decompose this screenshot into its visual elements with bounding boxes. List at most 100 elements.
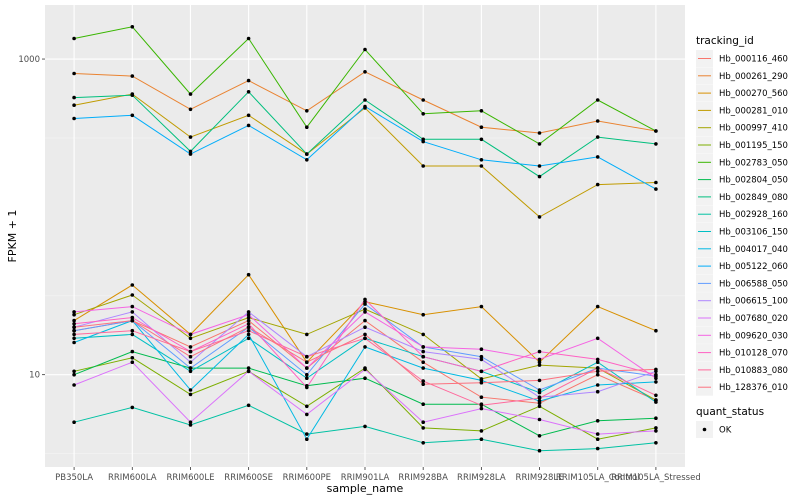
data-point xyxy=(654,328,658,333)
legend: tracking_id Hb_000116_460Hb_000261_290Hb… xyxy=(696,35,788,396)
x-tick-label: RRIM600LA xyxy=(108,473,157,483)
data-point xyxy=(595,135,600,139)
data-point xyxy=(421,312,426,317)
data-point xyxy=(130,93,135,97)
data-point xyxy=(130,332,135,337)
data-point xyxy=(130,74,135,78)
data-point xyxy=(421,360,426,365)
data-point xyxy=(363,310,367,314)
data-point xyxy=(537,388,542,392)
y-axis-title: FPKM + 1 xyxy=(6,210,19,263)
data-point xyxy=(246,332,251,337)
data-point xyxy=(246,369,251,374)
data-point xyxy=(654,426,658,430)
x-tick-label: RRIM600LE xyxy=(166,473,214,483)
data-point xyxy=(595,119,600,123)
legend-label: Hb_002849_080 xyxy=(719,193,788,203)
data-point xyxy=(246,310,251,314)
data-point xyxy=(654,367,658,372)
data-point xyxy=(72,325,76,330)
data-point xyxy=(654,416,658,421)
data-point xyxy=(595,369,600,374)
data-point xyxy=(479,347,484,352)
legend-label: Hb_003106_150 xyxy=(719,228,788,238)
data-point xyxy=(421,349,426,354)
data-point xyxy=(72,95,76,100)
x-tick-label: RRIM928LA xyxy=(457,473,506,483)
data-point xyxy=(421,164,426,168)
data-point xyxy=(305,332,309,337)
x-tick-label: RRIM600PE xyxy=(283,473,331,483)
data-point xyxy=(537,142,542,146)
data-point xyxy=(188,354,193,359)
data-point xyxy=(72,322,76,326)
data-point xyxy=(363,367,367,372)
data-point xyxy=(595,446,600,451)
legend-label: Hb_009620_030 xyxy=(719,331,788,341)
data-point xyxy=(421,379,426,383)
data-point xyxy=(479,406,484,411)
y-tick-label: 1000 xyxy=(18,55,40,65)
data-point xyxy=(537,174,542,179)
data-point xyxy=(537,396,542,400)
data-point xyxy=(421,441,426,445)
data-point xyxy=(130,349,135,354)
data-point xyxy=(246,113,251,118)
data-point xyxy=(188,366,193,370)
data-point xyxy=(363,325,367,330)
data-point xyxy=(479,403,484,408)
data-point xyxy=(246,318,251,323)
x-tick-label: RRIM105LA_Stressed xyxy=(611,473,701,483)
legend-items: Hb_000116_460 Hb_000261_290 Hb_000270_560 H… xyxy=(696,50,788,396)
data-point xyxy=(654,372,658,377)
legend-label: Hb_000997_410 xyxy=(719,124,788,134)
data-point xyxy=(363,336,367,341)
data-point xyxy=(188,152,193,156)
data-point xyxy=(72,420,76,425)
x-tick-label: RRIM105LA_Control xyxy=(556,473,640,483)
data-point xyxy=(595,336,600,341)
legend-label: Hb_000270_560 xyxy=(719,89,788,99)
data-point xyxy=(305,152,309,156)
data-point xyxy=(421,354,426,359)
data-point xyxy=(421,345,426,349)
data-point xyxy=(246,403,251,408)
data-point xyxy=(479,125,484,129)
data-point xyxy=(130,113,135,118)
data-point xyxy=(363,318,367,323)
data-point xyxy=(363,70,367,74)
data-point xyxy=(363,104,367,109)
data-point xyxy=(72,372,76,377)
data-point xyxy=(72,340,76,345)
data-point xyxy=(305,158,309,162)
data-point xyxy=(72,36,76,41)
data-point xyxy=(305,412,309,417)
data-point xyxy=(479,369,484,374)
data-point xyxy=(537,434,542,438)
legend-label: Hb_002783_050 xyxy=(719,158,788,168)
data-point xyxy=(305,360,309,365)
data-point xyxy=(130,318,135,323)
data-point xyxy=(363,424,367,429)
data-point xyxy=(537,378,542,383)
legend-label: Hb_010128_070 xyxy=(719,349,788,359)
data-point xyxy=(188,92,193,96)
legend-label: Hb_000116_460 xyxy=(719,55,788,65)
data-point xyxy=(130,304,135,309)
data-point xyxy=(305,437,309,442)
data-point xyxy=(130,356,135,360)
data-point xyxy=(246,328,251,333)
legend-label: Hb_004017_040 xyxy=(719,245,788,255)
data-point xyxy=(537,215,542,219)
data-point xyxy=(72,103,76,107)
legend-key-point xyxy=(702,427,707,432)
legend-label: Hb_006588_050 xyxy=(719,279,788,289)
x-tick-label: RRIM600SE xyxy=(224,473,273,483)
data-point xyxy=(537,404,542,409)
data-point xyxy=(130,25,135,29)
data-point xyxy=(654,429,658,433)
data-point xyxy=(363,47,367,52)
data-point xyxy=(305,125,309,129)
data-point xyxy=(188,369,193,374)
